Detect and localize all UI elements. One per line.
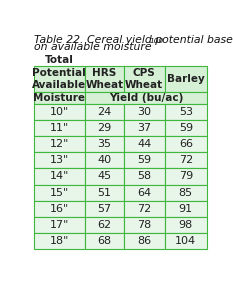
Text: 18": 18" (50, 236, 69, 246)
Text: 35: 35 (97, 139, 111, 149)
Bar (34, 92, 85, 104)
Text: 37: 37 (137, 123, 151, 133)
Bar (124, 120, 164, 136)
Text: Table 22. Cereal yield potential based: Table 22. Cereal yield potential based (34, 35, 233, 45)
Bar (124, 66, 164, 92)
Bar (85, 92, 207, 104)
Text: 62: 62 (97, 220, 111, 230)
Bar (85, 66, 124, 92)
Text: 66: 66 (179, 139, 193, 149)
Text: 53: 53 (179, 107, 193, 117)
Bar (34, 201, 85, 217)
Text: 44: 44 (137, 139, 151, 149)
Bar (124, 104, 164, 120)
Bar (164, 104, 207, 120)
Bar (164, 66, 207, 92)
Text: Barley: Barley (167, 74, 205, 84)
Text: 58: 58 (137, 171, 151, 181)
Bar (85, 233, 124, 249)
Text: 17": 17" (50, 220, 69, 230)
Bar (34, 152, 85, 168)
Text: 64: 64 (137, 188, 151, 198)
Text: 12": 12" (50, 139, 69, 149)
Bar (124, 201, 164, 217)
Bar (124, 136, 164, 152)
Text: 72: 72 (179, 155, 193, 165)
Bar (85, 217, 124, 233)
Bar (34, 233, 85, 249)
Text: 57: 57 (97, 204, 111, 214)
Bar (164, 217, 207, 233)
Text: 29: 29 (97, 123, 111, 133)
Text: 85: 85 (179, 188, 193, 198)
Bar (85, 104, 124, 120)
Text: 68: 68 (97, 236, 111, 246)
Text: 91: 91 (179, 204, 193, 214)
Bar (34, 120, 85, 136)
Bar (34, 217, 85, 233)
Text: 45: 45 (97, 171, 111, 181)
Text: 40: 40 (97, 155, 111, 165)
Text: 16": 16" (50, 204, 69, 214)
Text: 98: 98 (179, 220, 193, 230)
Bar (85, 185, 124, 201)
Bar (34, 104, 85, 120)
Text: 14": 14" (50, 171, 69, 181)
Text: on available moisture: on available moisture (34, 42, 151, 52)
Text: 13": 13" (50, 155, 69, 165)
Text: 11": 11" (50, 123, 69, 133)
Text: 30: 30 (137, 107, 151, 117)
Bar (85, 152, 124, 168)
Text: 59: 59 (179, 123, 193, 133)
Text: 86: 86 (137, 236, 151, 246)
Text: 10": 10" (50, 107, 69, 117)
Text: 79: 79 (179, 171, 193, 181)
Bar (124, 217, 164, 233)
Text: Yield (bu/ac): Yield (bu/ac) (109, 93, 183, 103)
Text: 24: 24 (97, 107, 111, 117)
Bar (34, 168, 85, 185)
Bar (85, 136, 124, 152)
Text: Total
Potential
Available
Moisture: Total Potential Available Moisture (32, 55, 86, 102)
Bar (164, 201, 207, 217)
Bar (164, 185, 207, 201)
Text: CPS
Wheat: CPS Wheat (125, 68, 163, 90)
Bar (124, 185, 164, 201)
Text: 15": 15" (50, 188, 69, 198)
Bar (164, 233, 207, 249)
Bar (85, 120, 124, 136)
Bar (124, 152, 164, 168)
Text: 51: 51 (97, 188, 111, 198)
Bar (164, 136, 207, 152)
Bar (124, 233, 164, 249)
Text: 78: 78 (137, 220, 151, 230)
Bar (85, 168, 124, 185)
Bar (34, 66, 85, 92)
Text: 104: 104 (175, 236, 196, 246)
Bar (85, 201, 124, 217)
Text: 59: 59 (137, 155, 151, 165)
Text: 72: 72 (137, 204, 151, 214)
Bar (164, 152, 207, 168)
Text: HRS
Wheat: HRS Wheat (85, 68, 123, 90)
Bar (34, 185, 85, 201)
Bar (164, 168, 207, 185)
Bar (164, 120, 207, 136)
Bar (124, 168, 164, 185)
Text: 100: 100 (149, 38, 164, 44)
Bar (34, 136, 85, 152)
